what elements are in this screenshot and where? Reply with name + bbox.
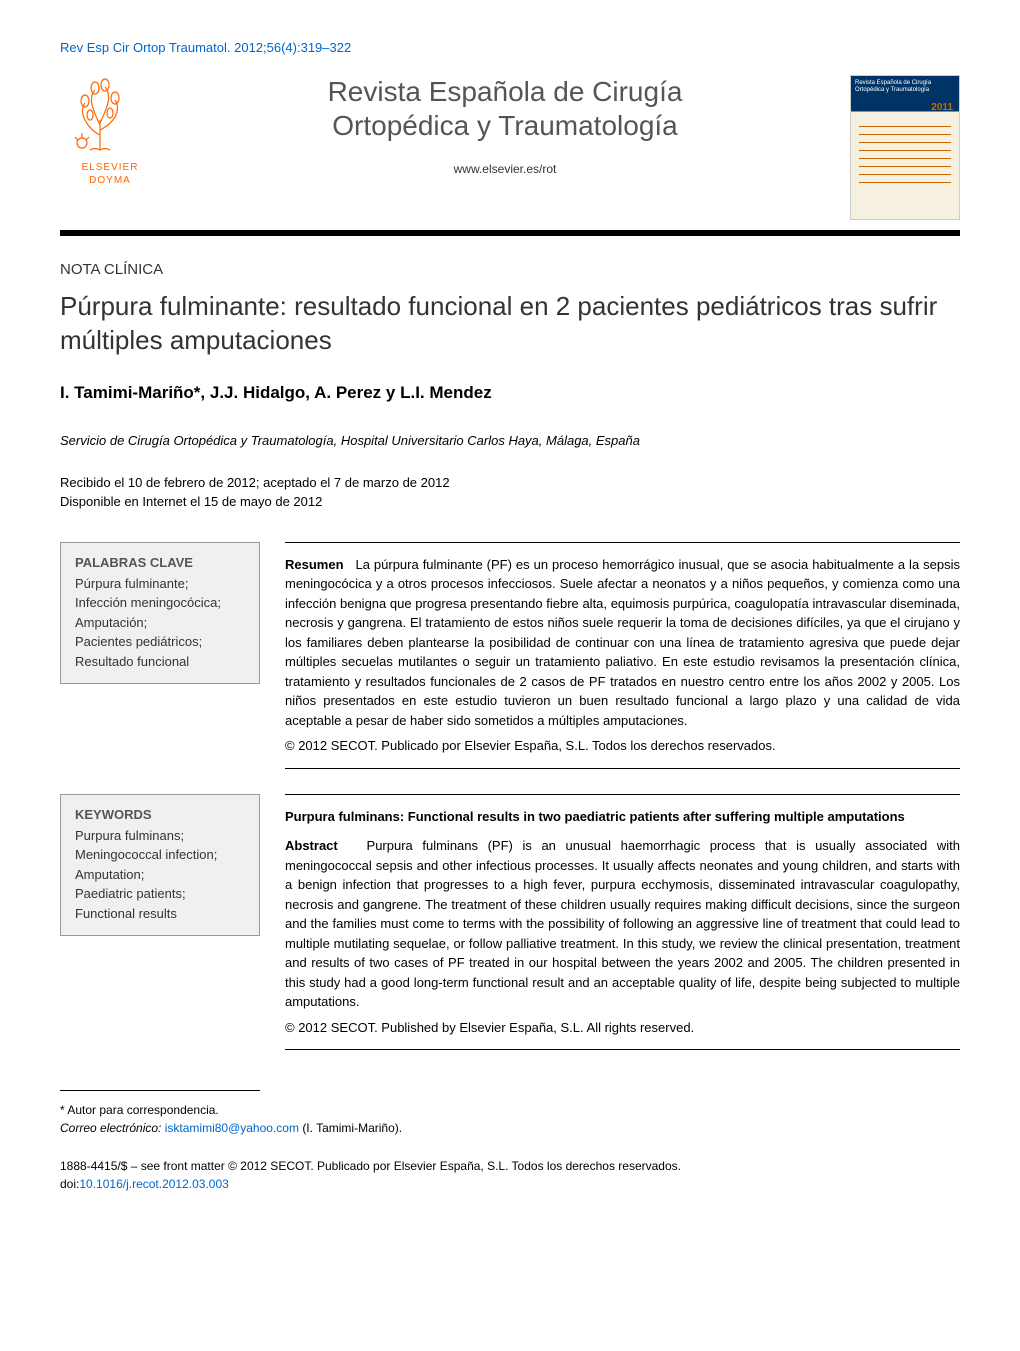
english-keywords-list: Purpura fulminans; Meningococcal infecti… bbox=[75, 826, 245, 924]
author-list: I. Tamimi-Mariño*, J.J. Hidalgo, A. Pere… bbox=[60, 383, 960, 403]
english-abstract-body: Purpura fulminans (PF) is an unusual hae… bbox=[285, 838, 960, 1009]
journal-header: ELSEVIER DOYMA Revista Española de Cirug… bbox=[60, 75, 960, 220]
cover-year: 2011 bbox=[931, 102, 953, 113]
header-divider bbox=[60, 230, 960, 236]
doi-link[interactable]: 10.1016/j.recot.2012.03.003 bbox=[79, 1177, 228, 1191]
corresponding-email[interactable]: isktamimi80@yahoo.com bbox=[165, 1121, 299, 1135]
journal-title-line1: Revista Española de Cirugía bbox=[180, 75, 830, 109]
english-article-title: Purpura fulminans: Functional results in… bbox=[285, 807, 960, 827]
spanish-keywords-list: Púrpura fulminante; Infección meningocóc… bbox=[75, 574, 245, 672]
english-keywords-box: KEYWORDS Purpura fulminans; Meningococca… bbox=[60, 794, 260, 937]
corresponding-author: * Autor para correspondencia. Correo ele… bbox=[60, 1101, 960, 1137]
cover-toc-lines bbox=[859, 126, 951, 190]
spanish-copyright: © 2012 SECOT. Publicado por Elsevier Esp… bbox=[285, 736, 960, 756]
footer-separator bbox=[60, 1090, 260, 1091]
elsevier-tree-icon bbox=[60, 75, 140, 155]
publisher-name-1: ELSEVIER bbox=[60, 162, 160, 173]
article-type-label: NOTA CLÍNICA bbox=[60, 261, 960, 278]
doi-label: doi: bbox=[60, 1177, 79, 1191]
english-keywords-heading: KEYWORDS bbox=[75, 807, 245, 822]
spanish-abstract-block: PALABRAS CLAVE Púrpura fulminante; Infec… bbox=[60, 542, 960, 769]
english-abstract-text: Purpura fulminans: Functional results in… bbox=[285, 794, 960, 1051]
affiliation: Servicio de Cirugía Ortopédica y Traumat… bbox=[60, 433, 960, 448]
issn-copyright-line: 1888-4415/$ – see front matter © 2012 SE… bbox=[60, 1157, 960, 1175]
journal-title-line2: Ortopédica y Traumatología bbox=[180, 109, 830, 143]
front-matter: 1888-4415/$ – see front matter © 2012 SE… bbox=[60, 1157, 960, 1193]
article-dates: Recibido el 10 de febrero de 2012; acept… bbox=[60, 473, 960, 512]
journal-title-block: Revista Española de Cirugía Ortopédica y… bbox=[180, 75, 830, 176]
running-citation: Rev Esp Cir Ortop Traumatol. 2012;56(4):… bbox=[60, 40, 960, 55]
journal-cover-thumbnail: Revista Española de Cirugía Ortopédica y… bbox=[850, 75, 960, 220]
spanish-abstract-text: Resumen La púrpura fulminante (PF) es un… bbox=[285, 542, 960, 769]
journal-url[interactable]: www.elsevier.es/rot bbox=[180, 162, 830, 176]
english-abstract-label: Abstract bbox=[285, 838, 338, 853]
corresponding-name: (I. Tamimi-Mariño). bbox=[302, 1121, 402, 1135]
publisher-logo: ELSEVIER DOYMA bbox=[60, 75, 160, 186]
spanish-keywords-heading: PALABRAS CLAVE bbox=[75, 555, 245, 570]
received-accepted-date: Recibido el 10 de febrero de 2012; acept… bbox=[60, 473, 960, 493]
spanish-keywords-box: PALABRAS CLAVE Púrpura fulminante; Infec… bbox=[60, 542, 260, 685]
english-abstract-block: KEYWORDS Purpura fulminans; Meningococca… bbox=[60, 794, 960, 1051]
spanish-abstract-label: Resumen bbox=[285, 557, 344, 572]
publisher-name-2: DOYMA bbox=[60, 175, 160, 186]
cover-title: Revista Española de Cirugía Ortopédica y… bbox=[851, 76, 959, 97]
email-label: Correo electrónico: bbox=[60, 1121, 161, 1135]
corresponding-label: * Autor para correspondencia. bbox=[60, 1101, 960, 1119]
article-title: Púrpura fulminante: resultado funcional … bbox=[60, 290, 960, 358]
english-copyright: © 2012 SECOT. Published by Elsevier Espa… bbox=[285, 1018, 960, 1038]
spanish-abstract-body: La púrpura fulminante (PF) es un proceso… bbox=[285, 557, 960, 728]
online-date: Disponible en Internet el 15 de mayo de … bbox=[60, 492, 960, 512]
